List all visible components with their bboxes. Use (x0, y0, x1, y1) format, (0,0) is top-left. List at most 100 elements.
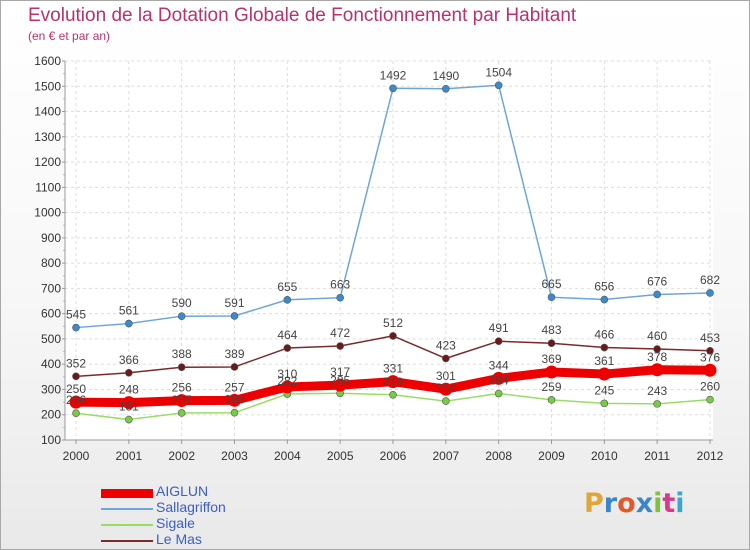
data-point (492, 371, 506, 385)
data-label: 682 (700, 273, 720, 287)
y-tick-label: 700 (41, 281, 61, 295)
data-label: 279 (383, 375, 403, 389)
logo-letter: i (675, 488, 685, 519)
data-label: 388 (172, 347, 192, 361)
data-point (177, 312, 186, 320)
data-point (175, 394, 189, 408)
y-tick-label: 1500 (34, 79, 61, 93)
data-label: 369 (541, 352, 561, 366)
data-label: 260 (700, 380, 720, 394)
logo-letter: r (603, 488, 618, 519)
data-label: 317 (330, 365, 350, 379)
logo-letter: o (617, 488, 636, 519)
data-point (706, 289, 714, 297)
data-label: 250 (66, 382, 86, 396)
x-tick-label: 2012 (697, 449, 724, 463)
legend-item: Le Mas (101, 531, 321, 549)
data-point (597, 367, 611, 381)
x-tick-label: 2003 (221, 449, 248, 463)
data-label: 655 (277, 280, 297, 294)
data-label: 256 (172, 381, 192, 395)
x-tick-label: 2006 (380, 449, 407, 463)
logo-letter: i (653, 488, 663, 519)
legend-item: AIGLUN (101, 483, 321, 501)
data-point (389, 390, 397, 399)
data-point (650, 363, 664, 377)
y-tick-label: 900 (41, 231, 61, 245)
y-tick-label: 400 (41, 357, 61, 371)
data-point (72, 323, 80, 332)
legend-swatch (101, 508, 153, 510)
y-tick-label: 500 (41, 332, 61, 346)
y-tick-label: 1400 (34, 105, 61, 119)
data-label: 361 (594, 354, 614, 368)
x-tick-label: 2008 (485, 449, 512, 463)
y-tick-label: 300 (41, 382, 61, 396)
data-label: 208 (224, 393, 244, 407)
data-label: 460 (647, 329, 667, 343)
data-point (283, 295, 292, 304)
data-point (283, 344, 292, 352)
data-label: 376 (700, 350, 720, 364)
data-point (545, 365, 558, 379)
legend-swatch (101, 524, 153, 526)
data-point (494, 337, 503, 346)
y-tick-label: 800 (41, 256, 61, 270)
data-label: 181 (119, 400, 139, 414)
data-label: 483 (541, 323, 561, 337)
y-tick-label: 100 (41, 433, 61, 447)
data-point (177, 409, 186, 417)
data-label: 1490 (432, 69, 459, 83)
data-label: 254 (436, 381, 456, 395)
y-tick-label: 200 (41, 408, 61, 422)
data-point (336, 293, 344, 302)
data-label: 310 (277, 367, 297, 381)
data-label: 366 (119, 353, 139, 367)
data-point (336, 342, 344, 350)
data-point (547, 396, 556, 404)
legend-label: Le Mas (156, 531, 202, 547)
x-tick-label: 2011 (644, 449, 670, 463)
data-label: 464 (277, 328, 297, 342)
data-label: 663 (330, 278, 350, 292)
legend-item: Sallagriffon (101, 499, 321, 517)
x-tick-label: 2001 (115, 449, 142, 463)
data-label: 423 (436, 338, 456, 352)
data-point (442, 354, 450, 363)
logo-letter: x (635, 488, 654, 519)
data-point (653, 345, 661, 353)
data-point (280, 380, 294, 394)
chart-title: Evolution de la Dotation Globale de Fonc… (28, 5, 577, 26)
data-point (177, 363, 186, 372)
legend-swatch (101, 488, 153, 498)
data-label: 545 (66, 308, 86, 322)
data-label: 665 (541, 277, 561, 291)
y-tick-label: 1300 (34, 130, 61, 144)
data-label: 453 (700, 331, 720, 345)
x-tick-label: 2004 (274, 449, 301, 463)
data-point (230, 363, 239, 371)
data-label: 378 (647, 350, 667, 364)
x-tick-label: 2007 (432, 449, 459, 463)
data-point (442, 84, 450, 93)
legend-swatch (101, 540, 153, 542)
data-label: 389 (224, 347, 244, 361)
x-tick-label: 2010 (591, 449, 618, 463)
data-point (389, 332, 397, 340)
x-tick-label: 2009 (538, 449, 565, 463)
data-point (600, 343, 609, 352)
data-point (72, 409, 80, 418)
data-point (122, 396, 136, 410)
data-point (333, 378, 347, 392)
y-tick-label: 1100 (35, 180, 61, 194)
y-tick-label: 1000 (34, 206, 61, 220)
data-label: 285 (330, 373, 350, 387)
data-label: 1492 (380, 68, 407, 82)
data-label: 590 (172, 296, 192, 310)
data-label: 243 (647, 384, 667, 398)
data-label: 206 (66, 393, 86, 407)
data-label: 466 (594, 328, 614, 342)
logo-letter: t (662, 488, 676, 519)
proxiti-logo: Proxiti (584, 488, 685, 519)
